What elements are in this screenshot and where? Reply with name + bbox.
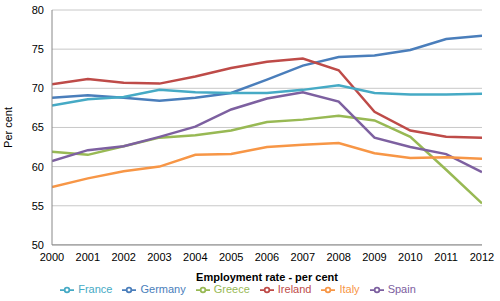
html-text:Italy: Italy	[339, 282, 360, 295]
svg-text:2011: 2011	[434, 251, 458, 263]
svg-text:2009: 2009	[362, 251, 386, 263]
svg-text:2004: 2004	[183, 251, 207, 263]
svg-text:55: 55	[32, 200, 44, 212]
svg-text:2006: 2006	[255, 251, 279, 263]
svg-text:75: 75	[32, 43, 44, 55]
svg-text:2000: 2000	[40, 251, 64, 263]
html-text:Greece: Greece	[213, 282, 250, 295]
html-text:Ireland: Ireland	[277, 282, 312, 295]
svg-text:2012: 2012	[470, 251, 492, 263]
svg-text:2005: 2005	[219, 251, 243, 263]
svg-text:70: 70	[32, 82, 44, 94]
svg-text:2007: 2007	[291, 251, 315, 263]
svg-text:50: 50	[32, 239, 44, 251]
html-text:Germany: Germany	[140, 282, 186, 295]
html-text:France: France	[78, 282, 113, 295]
svg-text:65: 65	[32, 121, 44, 133]
svg-text:Per cent: Per cent	[8, 107, 14, 148]
svg-text:2003: 2003	[147, 251, 171, 263]
svg-text:80: 80	[32, 4, 44, 16]
svg-text:60: 60	[32, 161, 44, 173]
svg-text:2001: 2001	[76, 251, 100, 263]
svg-text:2002: 2002	[111, 251, 135, 263]
svg-text:Employment rate - per cent: Employment rate - per cent	[196, 271, 338, 283]
svg-text:2008: 2008	[326, 251, 350, 263]
svg-text:2010: 2010	[398, 251, 422, 263]
html-text:Spain: Spain	[387, 282, 416, 295]
